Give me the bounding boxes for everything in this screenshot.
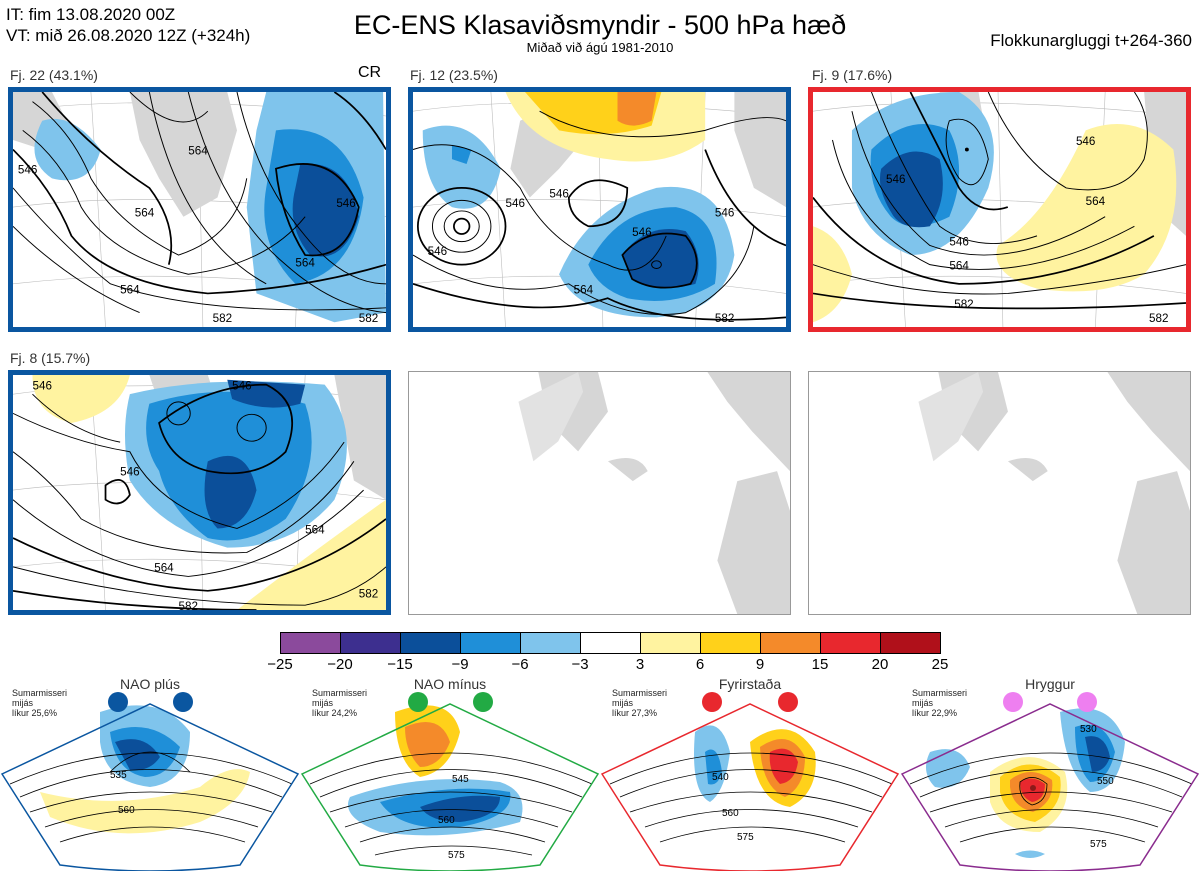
colorbar-tick: 25: [931, 656, 949, 673]
contour-label: 564: [574, 284, 594, 296]
colorbar-segment: [641, 633, 701, 653]
colorbar-tick: 3: [635, 656, 645, 673]
contour-label: 582: [359, 313, 378, 325]
regime-ridge: 530 550 575 Hryggur Sumarmisseri mijás l…: [900, 672, 1200, 871]
init-time: IT: fim 13.08.2020 00Z: [6, 5, 176, 24]
contour-label: 582: [179, 601, 198, 610]
contour-label: 540: [712, 772, 729, 783]
contour-label: 546: [336, 198, 355, 210]
regime-blocking: 540 560 575 Fyrirstaða Sumarmisseri mijá…: [600, 672, 900, 871]
window-label: Flokkunargluggi t+264-360: [990, 31, 1192, 50]
colorbar-tick: −20: [327, 656, 353, 673]
contour-label: 564: [135, 208, 155, 220]
contour-label: 546: [32, 380, 51, 392]
colorbar-segment: [581, 633, 641, 653]
regime-nao-minus: 545 560 575 NAO mínus Sumarmisseri mijás…: [300, 672, 600, 871]
contour-label: 545: [452, 774, 469, 785]
contour-label: 564: [188, 145, 208, 157]
colorbar-tick: 20: [871, 656, 889, 673]
panel-1-label: Fj. 22 (43.1%): [10, 67, 98, 83]
colorbar-segment: [881, 633, 940, 653]
contour-label: 582: [954, 299, 973, 311]
regime-title: NAO mínus: [413, 676, 487, 692]
contour-label: 582: [213, 313, 232, 325]
contour-label: 546: [428, 246, 447, 258]
contour-label: 546: [232, 380, 251, 392]
empty-map-5: [408, 371, 791, 615]
panel-2-label: Fj. 12 (23.5%): [410, 67, 498, 83]
contour-label: 560: [438, 815, 455, 826]
colorbar-segment: [701, 633, 761, 653]
regime-title: Fyrirstaða: [718, 676, 782, 692]
colorbar: [280, 632, 941, 654]
colorbar-segment: [821, 633, 881, 653]
contour-label: 546: [886, 174, 905, 186]
regime-title: Hryggur: [1025, 676, 1075, 692]
contour-label: 564: [1086, 196, 1106, 208]
colorbar-segment: [461, 633, 521, 653]
colorbar-tick: 6: [695, 656, 705, 673]
contour-label: 560: [118, 805, 135, 816]
contour-label: 546: [632, 227, 651, 239]
contour-label: 582: [715, 313, 734, 325]
contour-label: 546: [949, 237, 968, 249]
cluster-map-4: 546 546 546 564 564 582 582: [8, 370, 391, 615]
contour-label: 564: [295, 258, 315, 270]
regime-note: Sumarmisseri mijás líkur 24,2%: [312, 688, 368, 718]
panel-3-label: Fj. 9 (17.6%): [812, 67, 893, 83]
contour-label: 564: [949, 261, 969, 273]
panel-1-tag: CR: [358, 64, 382, 81]
contour-label: 546: [715, 208, 734, 220]
valid-time: VT: mið 26.08.2020 12Z (+324h): [6, 26, 251, 45]
contour-label: 582: [1149, 313, 1168, 325]
regime-note: Sumarmisseri mijás líkur 25,6%: [12, 688, 68, 718]
header-times: IT: fim 13.08.2020 00Z VT: mið 26.08.202…: [6, 4, 250, 46]
contour-label: 564: [305, 524, 325, 536]
contour-label: 530: [1080, 724, 1097, 735]
colorbar-segment: [401, 633, 461, 653]
regime-nao-plus: 535 560 NAO plús Sumarmisseri mijás líku…: [0, 672, 300, 871]
colorbar-tick: −3: [571, 656, 589, 673]
page-title: EC-ENS Klasaviðsmyndir - 500 hPa hæð: [353, 10, 847, 40]
contour-label: 546: [506, 198, 525, 210]
colorbar-segment: [761, 633, 821, 653]
cluster-map-2: 546 546 546 546 546 564 582: [408, 87, 791, 332]
colorbar-segment: [281, 633, 341, 653]
page-subtitle: Miðað við ágú 1981-2010: [526, 40, 674, 55]
cluster-map-3: 546 546 546 564 564 582 582: [808, 87, 1191, 332]
colorbar-tick: 9: [755, 656, 765, 673]
regime-title: NAO plús: [120, 676, 180, 692]
contour-label: 546: [549, 189, 568, 201]
contour-label: 546: [1076, 136, 1095, 148]
contour-label: 564: [154, 563, 174, 575]
colorbar-tick: −15: [387, 656, 413, 673]
contour-label: 575: [1090, 839, 1107, 850]
contour-label: 575: [737, 832, 754, 843]
regime-note: Sumarmisseri mijás líkur 27,3%: [612, 688, 668, 718]
contour-label: 575: [448, 850, 465, 861]
contour-label: 560: [722, 808, 739, 819]
empty-map-6: [808, 371, 1191, 615]
cluster-map-1: 546 564 564 564 546 564 582 582: [8, 87, 391, 332]
contour-label: 582: [359, 589, 378, 601]
colorbar-tick: −25: [267, 656, 293, 673]
colorbar-tick: −9: [451, 656, 469, 673]
contour-label: 546: [18, 165, 37, 177]
contour-label: 550: [1097, 776, 1114, 787]
contour-label: 546: [120, 467, 139, 479]
colorbar-tick: −6: [511, 656, 529, 673]
colorbar-segment: [341, 633, 401, 653]
colorbar-tick: 15: [811, 656, 829, 673]
regime-note: Sumarmisseri mijás líkur 22,9%: [912, 688, 968, 718]
panel-4-label: Fj. 8 (15.7%): [10, 350, 91, 366]
contour-label: 535: [110, 770, 127, 781]
colorbar-segment: [521, 633, 581, 653]
contour-label: 564: [120, 284, 140, 296]
